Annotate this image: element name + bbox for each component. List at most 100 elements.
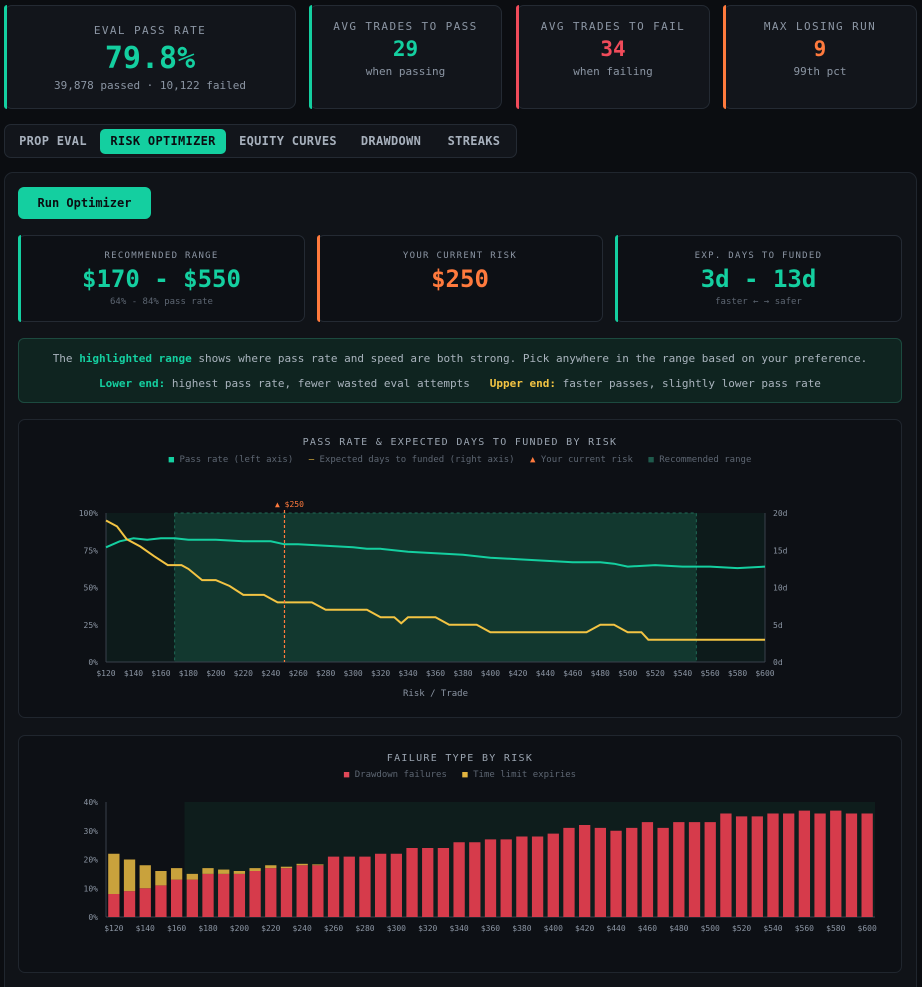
stat-label: AVG TRADES TO PASS — [333, 20, 478, 33]
time-limit-bar — [280, 866, 293, 869]
info-callout: The highlighted range shows where pass r… — [18, 338, 902, 403]
stat-card-pass-rate: EVAL PASS RATE 79.8% 39,878 passed · 10,… — [4, 5, 296, 109]
metric-value: 3d - 13d — [700, 265, 817, 293]
drawdown-bar — [531, 836, 544, 917]
x-tick: $280 — [316, 669, 335, 678]
drawdown-bar — [641, 822, 654, 917]
metric-label: RECOMMENDED RANGE — [104, 251, 219, 261]
drawdown-bar — [594, 827, 607, 917]
x-tick: $320 — [418, 924, 437, 933]
drawdown-bar — [814, 813, 826, 917]
days-to-funded-line — [105, 519, 765, 641]
tab-risk-optimizer[interactable]: RISK OPTIMIZER — [100, 129, 226, 154]
run-optimizer-button[interactable]: Run Optimizer — [18, 187, 151, 219]
time-limit-bar — [249, 868, 261, 871]
drawdown-bar — [186, 879, 198, 917]
x-tick: $240 — [293, 924, 312, 933]
tab-drawdown[interactable]: DRAWDOWN — [360, 134, 422, 148]
x-tick: $220 — [261, 924, 280, 933]
x-tick: $160 — [167, 924, 186, 933]
stat-sub: when passing — [365, 65, 446, 78]
y-tick: 40% — [84, 798, 99, 807]
x-tick: $520 — [732, 924, 751, 933]
drawdown-bar — [374, 853, 387, 917]
drawdown-bar — [751, 816, 763, 917]
x-tick: $300 — [387, 924, 406, 933]
tab-prop-eval[interactable]: PROP EVAL — [19, 134, 87, 148]
info-line-2: Lower end: highest pass rate, fewer wast… — [19, 377, 901, 390]
x-tick: $480 — [669, 924, 688, 933]
drawdown-bar — [343, 856, 355, 917]
stat-value: 34 — [600, 37, 626, 61]
drawdown-bar — [123, 891, 136, 917]
drawdown-bar — [390, 853, 402, 917]
tab-streaks[interactable]: STREAKS — [447, 134, 501, 148]
y-tick-left: 100% — [79, 509, 98, 518]
x-tick: $140 — [124, 669, 143, 678]
x-tick: $260 — [324, 924, 343, 933]
x-tick: $140 — [136, 924, 155, 933]
time-limit-bar — [155, 871, 167, 886]
x-tick: $500 — [701, 924, 720, 933]
stat-label: EVAL PASS RATE — [93, 24, 207, 37]
y-tick-right: 0d — [773, 658, 783, 667]
time-limit-bar — [296, 863, 308, 866]
info-text: The — [52, 352, 80, 365]
drawdown-bar — [469, 842, 481, 917]
x-tick: $600 — [858, 924, 877, 933]
x-tick: $540 — [673, 669, 692, 678]
x-tick: $460 — [638, 924, 657, 933]
drawdown-bar — [500, 839, 512, 917]
drawdown-bar — [783, 813, 795, 917]
accent-bar — [317, 235, 320, 322]
drawdown-bar — [170, 879, 183, 917]
drawdown-bar — [704, 822, 716, 917]
drawdown-bar — [484, 839, 497, 917]
x-tick: $160 — [151, 669, 170, 678]
lower-end-label: Lower end: — [99, 377, 166, 390]
x-tick: $380 — [512, 924, 531, 933]
x-tick: $280 — [355, 924, 374, 933]
pass-rate-line — [105, 537, 766, 570]
legend-recommended-range: ■ Recommended range — [648, 455, 752, 465]
drawdown-bar — [579, 825, 591, 917]
stat-label: AVG TRADES TO FAIL — [540, 20, 686, 33]
x-tick: $340 — [449, 924, 468, 933]
drawdown-bar — [845, 813, 858, 917]
lower-end-text: highest pass rate, fewer wasted eval att… — [165, 377, 470, 390]
accent-bar — [18, 235, 21, 322]
x-tick: $360 — [426, 669, 445, 678]
y-tick: 30% — [84, 827, 99, 836]
drawdown-bar — [830, 810, 842, 917]
time-limit-bar — [170, 868, 183, 880]
time-limit-bar — [312, 864, 324, 866]
metric-current-risk: YOUR CURRENT RISK $250 — [317, 235, 603, 322]
x-tick: $440 — [606, 924, 625, 933]
y-tick-left: 75% — [84, 546, 99, 555]
x-tick: $420 — [508, 669, 527, 678]
x-tick: $260 — [289, 669, 308, 678]
drawdown-bar — [218, 873, 230, 917]
drawdown-bar — [312, 865, 324, 917]
legend-current-risk: ▲ Your current risk — [530, 455, 633, 465]
stat-value: 9 — [813, 37, 827, 61]
y-tick-right: 10d — [773, 584, 788, 593]
x-tick: $180 — [198, 924, 217, 933]
pass-rate-chart-card: PASS RATE & EXPECTED DAYS TO FUNDED BY R… — [18, 419, 902, 718]
tab-equity-curves[interactable]: EQUITY CURVES — [239, 134, 337, 148]
drawdown-bar — [327, 856, 340, 917]
x-tick: $220 — [234, 669, 253, 678]
drawdown-bar — [233, 873, 246, 917]
time-limit-bar — [123, 859, 136, 892]
legend-time-limit: ■ Time limit expiries — [462, 770, 577, 780]
stat-sub: 99th pct — [793, 65, 847, 78]
y-tick-right: 5d — [773, 621, 783, 630]
x-tick: $420 — [575, 924, 594, 933]
upper-end-label: Upper end: — [489, 377, 557, 390]
chart-title: FAILURE TYPE BY RISK — [386, 753, 534, 764]
drawdown-bar — [422, 848, 434, 917]
metric-sub: faster ← → safer — [715, 297, 802, 307]
y-tick-left: 25% — [84, 621, 99, 630]
drawdown-bar — [563, 827, 575, 917]
legend-days: — Expected days to funded (right axis) — [308, 455, 515, 465]
